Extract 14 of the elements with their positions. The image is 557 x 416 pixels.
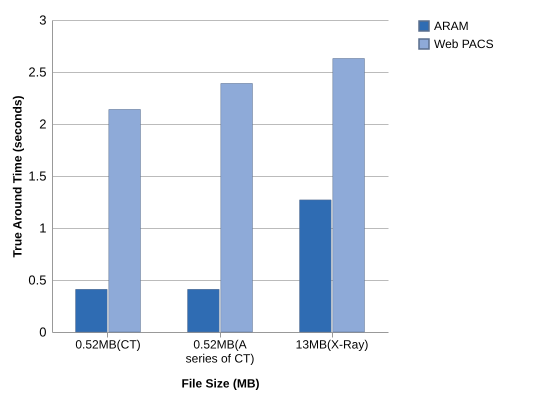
y-tick-label: 1 [39, 220, 46, 236]
legend-label: Web PACS [434, 37, 494, 51]
y-tick-label: 1.5 [28, 168, 46, 184]
x-tick-label: 13MB(X-Ray) [296, 338, 368, 352]
x-axis-title: File Size (MB) [181, 376, 260, 390]
y-tick-label: 0.5 [28, 272, 46, 288]
y-axis-title: True Around Time (seconds) [10, 95, 24, 258]
y-tick-label: 0 [39, 324, 46, 340]
y-tick-label: 3 [39, 12, 46, 28]
y-tick-label: 2 [39, 116, 46, 132]
x-tick-label: 0.52MB(A series of CT) [186, 338, 254, 366]
y-tick-label: 2.5 [28, 64, 46, 80]
x-tick-label: 0.52MB(CT) [75, 338, 141, 352]
legend-label: ARAM [434, 19, 469, 33]
